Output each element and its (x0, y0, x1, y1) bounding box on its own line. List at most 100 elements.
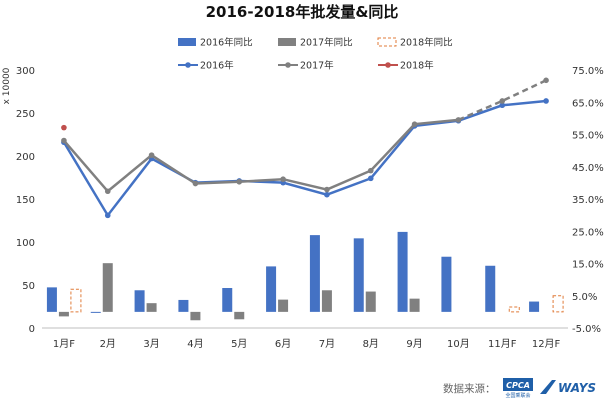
bar-2016-yoy (266, 266, 277, 312)
x-tick-label: 5月 (231, 338, 247, 350)
bar-2016-yoy (134, 290, 145, 312)
legend-swatch (178, 38, 196, 46)
source-label: 数据来源： (443, 382, 496, 395)
point-2016 (104, 212, 111, 219)
point-2017 (499, 98, 506, 104)
bar-2017-yoy (234, 311, 245, 320)
bar-2016-yoy (441, 256, 452, 312)
bar-2017-yoy (278, 299, 289, 312)
bar-2017-yoy (321, 290, 332, 312)
bar-2017-yoy (409, 298, 420, 312)
legend-swatch (377, 37, 397, 47)
line-2017 (62, 118, 459, 194)
right-tick-label: 35.0% (572, 195, 604, 206)
lines (61, 77, 549, 219)
x-tick-label: 11月F (488, 338, 517, 350)
x-tick-label: 9月 (406, 338, 422, 350)
left-axis-unit: x 10000 (2, 67, 12, 104)
left-tick-label: 150 (16, 195, 35, 206)
right-tick-label: 25.0% (572, 227, 604, 238)
legend-swatch (278, 38, 296, 46)
legend-label: 2018年 (400, 60, 434, 72)
x-tick-label: 1月F (53, 338, 75, 350)
x-tick-label: 7月 (319, 338, 335, 350)
cpca-logo (503, 378, 533, 391)
chart-title: 2016-2018年批发量&同比 (206, 3, 399, 21)
bar-2018-yoy (552, 295, 564, 313)
axes: 0 50 100 150 200 250 300 -5.0% 5.0% 15.0% 25.0% 35.… (16, 66, 604, 335)
legend-label: 2017年同比 (300, 37, 353, 49)
left-tick-label: 100 (16, 238, 35, 249)
right-tick-label: -5.0% (572, 324, 601, 335)
cpca-logo-text: CPCA (506, 381, 530, 390)
x-tick-label: 4月 (187, 338, 203, 350)
x-tick-labels: 1月F 2月 3月 4月 5月 6月 7月 8月 9月 10月 11月F 12月F (53, 338, 561, 350)
bar-2016-yoy (309, 235, 320, 312)
right-tick-label: 45.0% (572, 163, 604, 174)
bar-2016-yoy (529, 301, 540, 312)
line-2016 (62, 99, 547, 218)
right-tick-label: 15.0% (572, 260, 604, 271)
legend-label: 2016年同比 (200, 37, 253, 49)
left-tick-label: 50 (22, 281, 35, 292)
point-2017 (236, 179, 243, 185)
line-2017-forecast (457, 79, 547, 122)
bar-2017-yoy (146, 303, 157, 312)
point-2017 (61, 137, 67, 144)
left-tick-label: 200 (16, 152, 35, 163)
left-tick-label: 250 (16, 109, 35, 120)
legend-label: 2018年同比 (400, 37, 453, 49)
bar-2016-yoy (397, 231, 408, 312)
point-2017 (411, 121, 418, 127)
cpca-logo-subtext: 全国乘联会 (505, 392, 530, 399)
bar-2016-yoy (90, 311, 101, 313)
footer: 数据来源： CPCA 全国乘联会 WAYS (443, 378, 596, 399)
left-tick-label: 0 (29, 324, 35, 335)
bars (46, 231, 564, 321)
point-2017 (148, 152, 155, 158)
x-tick-label: 10月 (447, 338, 470, 350)
bar-2017-yoy (365, 291, 376, 312)
right-tick-label: 65.0% (572, 98, 604, 109)
point-2018 (61, 124, 67, 131)
legend-label: 2016年 (200, 60, 234, 72)
x-tick-label: 12月F (532, 338, 561, 350)
point-2016 (324, 191, 330, 198)
ways-logo-mark (540, 380, 556, 394)
point-2016 (367, 175, 374, 182)
x-tick-label: 3月 (143, 338, 159, 350)
bar-2017-yoy (58, 311, 69, 317)
bar-2017-yoy (102, 263, 113, 312)
right-tick-label: 75.0% (572, 66, 604, 77)
point-2017 (543, 77, 549, 84)
x-tick-label: 6月 (275, 338, 291, 350)
bar-2016-yoy (178, 299, 189, 312)
bar-2018-yoy (70, 288, 82, 313)
ways-logo-text: WAYS (558, 381, 596, 395)
bar-2016-yoy (46, 287, 57, 312)
point-2016 (543, 98, 549, 104)
bar-2016-yoy (485, 265, 496, 312)
point-2017 (104, 188, 111, 195)
point-2017 (324, 186, 330, 193)
point-2017 (455, 117, 462, 123)
right-tick-label: 5.0% (572, 292, 597, 303)
bar-2016-yoy (353, 238, 364, 312)
left-tick-label: 300 (16, 66, 35, 77)
point-2016 (499, 102, 506, 109)
legend-marker (185, 62, 191, 68)
point-2017 (280, 176, 286, 183)
x-tick-label: 2月 (100, 338, 116, 350)
right-tick-label: 55.0% (572, 131, 604, 142)
point-2017 (367, 167, 374, 174)
legend: 2016年同比 2017年同比 2018年同比 2016年 2017年 2018年 (178, 37, 453, 72)
bar-2018-yoy (508, 306, 520, 313)
legend-label: 2017年 (300, 60, 334, 72)
legend-marker (385, 62, 391, 68)
x-tick-label: 8月 (363, 338, 379, 350)
bar-2016-yoy (222, 288, 233, 312)
bar-2017-yoy (190, 311, 201, 321)
legend-marker (285, 62, 291, 68)
point-2017 (192, 180, 199, 187)
